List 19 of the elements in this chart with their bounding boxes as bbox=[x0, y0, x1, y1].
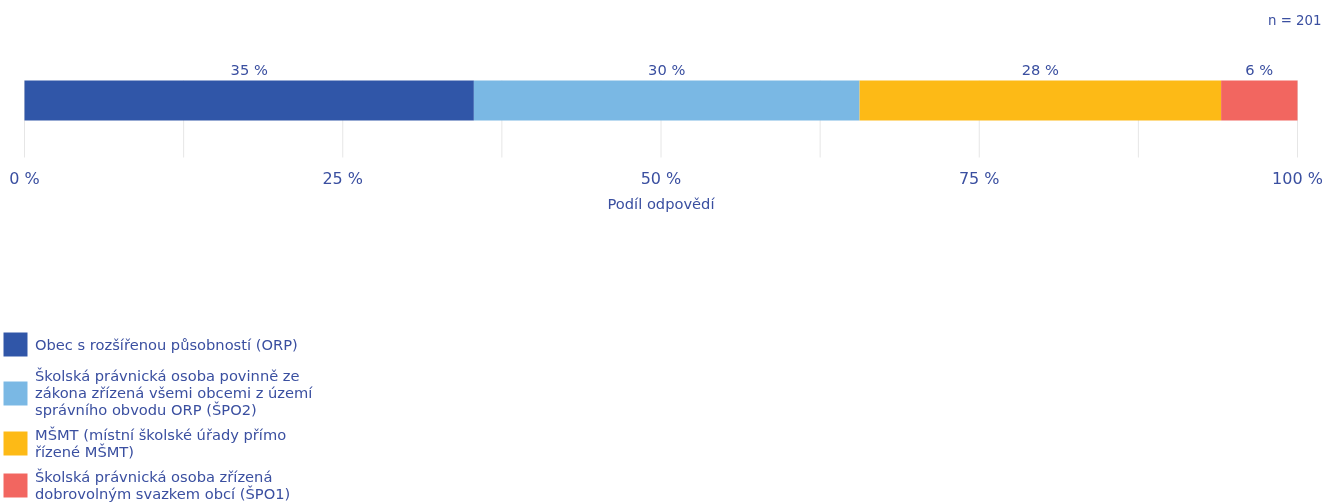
bar bbox=[1221, 80, 1298, 121]
data-label: 30 % bbox=[648, 60, 686, 78]
legend-label: Školská právnická osoba povinně ze zákona zřízená všemi obcemi z území správního obvodu ORP (ŠPO2) bbox=[35, 367, 313, 418]
data-label: 6 % bbox=[1245, 60, 1274, 78]
x-tick-label: 100 % bbox=[1272, 168, 1323, 188]
legend-label: Školská právnická osoba zřízená dobrovolným svazkem obcí (ŠPO1) bbox=[35, 468, 291, 502]
x-axis-title: Podíl odpovědí bbox=[607, 194, 716, 212]
x-tick-label: 50 % bbox=[640, 168, 682, 188]
data-label: 28 % bbox=[1021, 60, 1060, 78]
x-tick-label: 25 % bbox=[322, 168, 364, 188]
x-tick-label: 0 % bbox=[9, 168, 40, 188]
data-label: 35 % bbox=[230, 60, 268, 78]
legend-label: MŠMT (místní školské úřady přímo řízené MŠMT) bbox=[35, 426, 287, 460]
bar bbox=[859, 80, 1222, 121]
text: n = 201 bbox=[1267, 12, 1322, 28]
x-tick-label: 75 % bbox=[958, 168, 1000, 188]
bar bbox=[473, 80, 860, 121]
bar bbox=[24, 80, 474, 121]
legend-label: Obec s rozšířenou působností (ORP) bbox=[35, 335, 298, 353]
